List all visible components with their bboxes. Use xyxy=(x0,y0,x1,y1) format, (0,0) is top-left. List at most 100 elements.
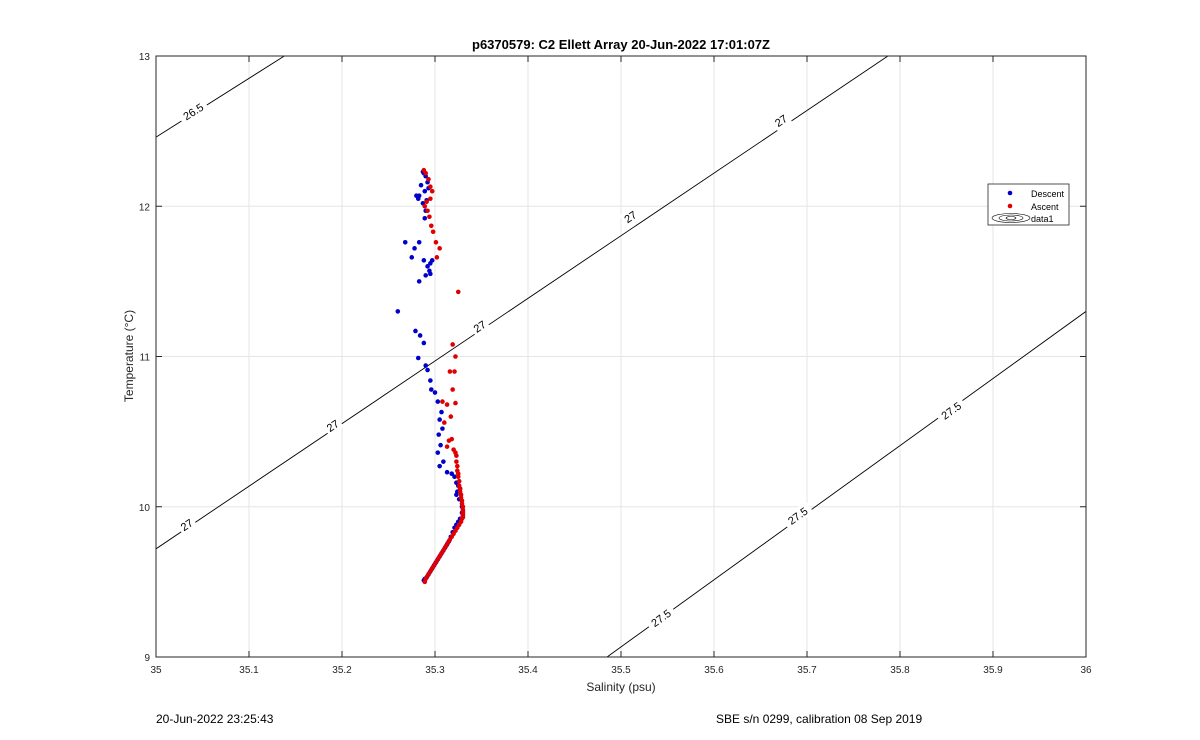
ascent-point xyxy=(422,579,428,585)
descent-point xyxy=(444,469,450,475)
ascent-series xyxy=(421,167,466,585)
ascent-point xyxy=(440,399,445,404)
ascent-point xyxy=(434,255,440,260)
descent-point xyxy=(425,264,430,269)
descent-point xyxy=(435,399,441,404)
contour-label: 27 xyxy=(179,517,196,534)
x-tick-label: 35.3 xyxy=(425,665,445,676)
ascent-point xyxy=(453,400,458,406)
descent-point xyxy=(438,442,443,448)
descent-point xyxy=(437,463,442,469)
legend-descent-marker xyxy=(1007,190,1013,196)
descent-point xyxy=(416,279,422,284)
ascent-point xyxy=(448,414,454,419)
ascent-point xyxy=(429,188,435,194)
descent-point xyxy=(414,193,419,199)
density-contour-line xyxy=(156,56,889,550)
ascent-point xyxy=(450,342,455,347)
descent-point xyxy=(425,367,430,373)
descent-point xyxy=(429,258,435,263)
ascent-point xyxy=(455,289,461,295)
descent-point xyxy=(441,459,446,464)
x-tick-label: 36 xyxy=(1080,665,1092,676)
contour-label-mask xyxy=(321,415,344,437)
descent-point xyxy=(435,450,441,455)
ascent-point xyxy=(455,474,461,480)
descent-point xyxy=(437,417,442,422)
ascent-point xyxy=(437,246,442,251)
descent-point xyxy=(440,426,445,431)
ascent-point xyxy=(444,402,450,407)
descent-point xyxy=(436,432,442,437)
descent-point xyxy=(452,474,457,480)
ascent-point xyxy=(433,240,439,245)
ascent-point xyxy=(454,459,459,464)
ascent-point xyxy=(427,214,432,220)
density-contour-line xyxy=(156,56,285,138)
x-axis-ticks: 35 35.1 35.2 35.3 35.4 35.5 35.6 35.7 35.8 35.9 36 xyxy=(150,56,1092,676)
x-tick-label: 35.2 xyxy=(332,665,352,676)
legend-data1-label: data1 xyxy=(1031,214,1054,224)
y-axis-ticks: 9 10 11 12 13 xyxy=(139,52,1086,664)
contour-label-mask xyxy=(619,206,642,228)
ascent-point xyxy=(456,478,462,484)
ascent-point xyxy=(453,354,458,359)
ascent-point xyxy=(425,208,430,214)
descent-point xyxy=(402,240,408,245)
x-tick-label: 35.6 xyxy=(704,665,724,676)
y-tick-label: 10 xyxy=(139,503,151,514)
contour-label-mask xyxy=(468,315,491,338)
descent-point xyxy=(423,363,429,368)
ascent-point xyxy=(450,387,455,392)
descent-point xyxy=(416,240,422,245)
contour-label-mask xyxy=(175,514,198,536)
density-contour-line xyxy=(606,311,1086,657)
legend-contour-icon xyxy=(991,213,1031,223)
legend-ascent-marker xyxy=(1007,203,1013,209)
legend-ascent-label: Ascent xyxy=(1031,202,1059,212)
x-tick-label: 35.1 xyxy=(239,665,259,676)
ascent-point xyxy=(424,199,429,205)
descent-point xyxy=(428,387,434,392)
descent-point xyxy=(421,340,427,346)
ascent-point xyxy=(430,229,436,235)
contour-label-mask xyxy=(176,97,210,126)
contour-label: 27 xyxy=(325,418,342,435)
y-axis-label: Temperature (°C) xyxy=(122,310,136,402)
legend-box xyxy=(987,183,1070,226)
footer-timestamp: 20-Jun-2022 23:25:43 xyxy=(156,712,274,726)
grid-lines xyxy=(156,56,1086,657)
descent-point xyxy=(417,333,423,338)
legend[interactable]: Descent Ascent data1 xyxy=(987,183,1070,226)
contour-label-mask xyxy=(644,603,678,633)
x-tick-label: 35.5 xyxy=(611,665,631,676)
x-tick-label: 35 xyxy=(150,665,162,676)
legend-descent-label: Descent xyxy=(1031,189,1065,199)
descent-point xyxy=(413,328,418,334)
contour-label: 27 xyxy=(622,209,639,226)
descent-point xyxy=(428,378,433,383)
descent-point xyxy=(439,409,444,415)
descent-point xyxy=(421,258,427,263)
contour-label: 27 xyxy=(773,113,790,130)
descent-point xyxy=(415,355,421,361)
ascent-point xyxy=(426,176,431,182)
x-tick-label: 35.4 xyxy=(518,665,538,676)
descent-point xyxy=(409,255,415,260)
ascent-point xyxy=(454,453,459,458)
x-tick-label: 35.8 xyxy=(890,665,910,676)
ascent-point xyxy=(444,444,450,449)
footer-instrument: SBE s/n 0299, calibration 08 Sep 2019 xyxy=(716,712,923,726)
descent-point xyxy=(412,246,417,251)
ascent-point xyxy=(455,463,460,469)
descent-point xyxy=(395,309,401,314)
ascent-point xyxy=(442,420,447,425)
ascent-point xyxy=(428,184,433,190)
descent-point xyxy=(422,188,428,194)
ascent-point xyxy=(446,438,452,443)
ascent-point xyxy=(428,223,434,229)
ascent-point xyxy=(423,170,429,176)
y-tick-label: 11 xyxy=(140,353,151,364)
chart-title: p6370579: C2 Ellett Array 20-Jun-2022 17… xyxy=(472,37,770,52)
